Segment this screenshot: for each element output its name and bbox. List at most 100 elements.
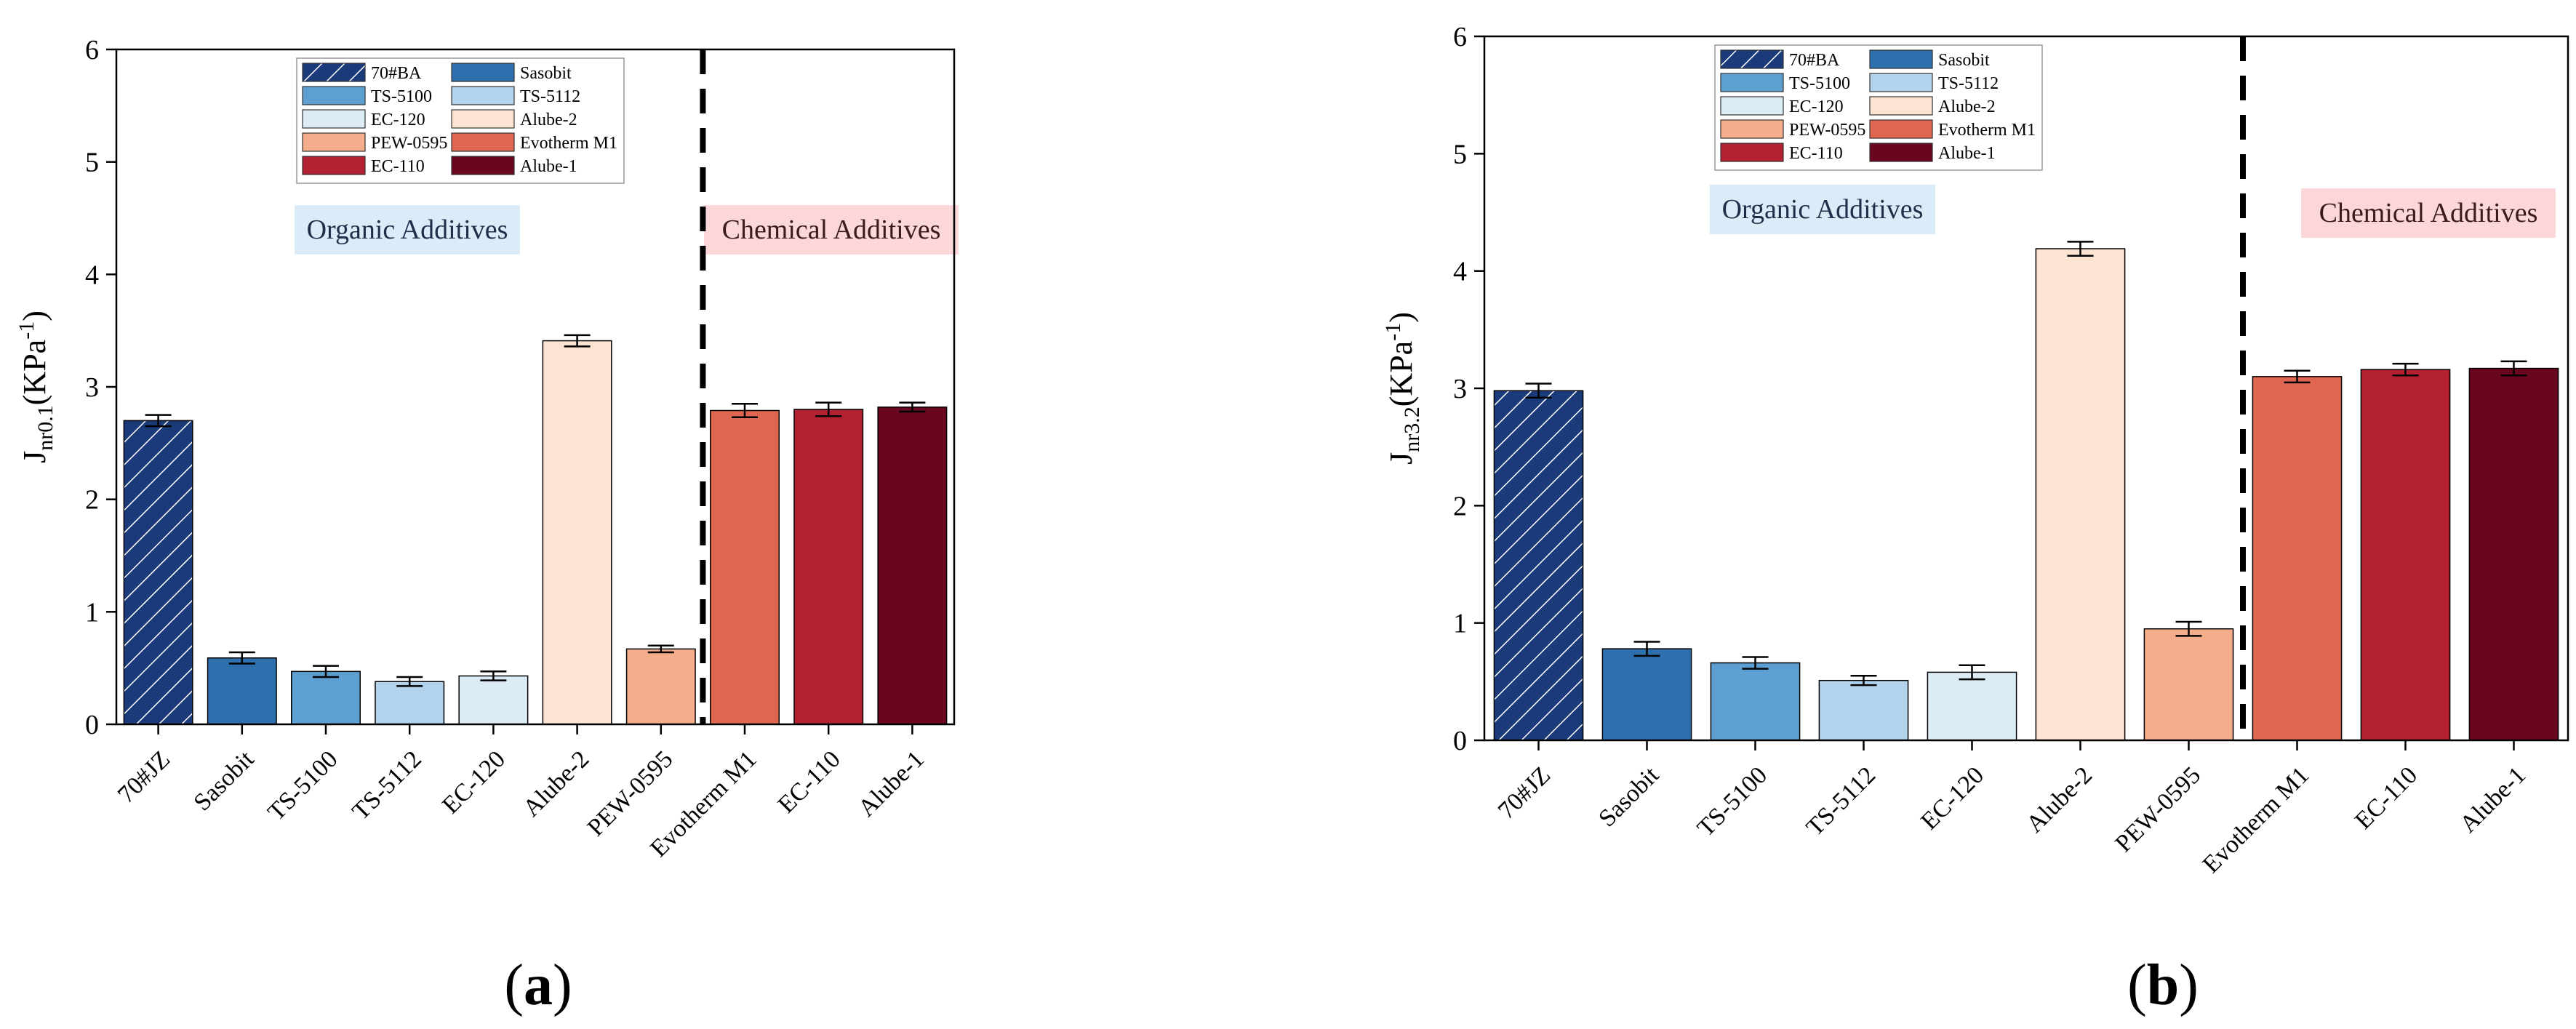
legend-label-2: TS-5100 [1789, 74, 1850, 93]
bar-b-6 [2143, 628, 2234, 741]
legend-swatch-1 [1869, 49, 1933, 69]
y-axis-label-sup: -1 [1381, 323, 1405, 341]
legend-label-0: 70#BA [1789, 51, 1840, 70]
error-bar-a-6 [647, 644, 674, 654]
x-tick-label-a-5: Alube-2 [518, 745, 594, 822]
y-axis-label-unit: (KPa [1383, 341, 1419, 407]
x-tick-label-b-9: Alube-1 [2455, 761, 2531, 838]
legend-swatch-3 [451, 86, 515, 105]
y-tick-label-a-4: 4 [85, 260, 99, 290]
bar-b-8 [2360, 369, 2451, 741]
y-axis-label-sub: nr0.1 [33, 405, 57, 451]
legend-swatch-8 [1720, 143, 1784, 162]
bar-a-8 [793, 409, 864, 725]
panel-label-a-letter: a [524, 953, 553, 1017]
panel-label-b: (b) [2090, 953, 2236, 1019]
x-tick-label-a-0: 70#JZ [113, 745, 175, 808]
bar-b-5 [2035, 248, 2126, 741]
x-tick-label-b-8: EC-110 [2350, 761, 2423, 834]
error-bar-a-0 [145, 414, 172, 428]
bar-b-3 [1818, 679, 1909, 741]
y-axis-label-main: J [17, 451, 52, 463]
legend-b: 70#BA Sasobit TS-5100 TS-5112 EC-120 Alube-2 P… [1714, 44, 2043, 171]
bar-b-7 [2252, 376, 2343, 741]
y-axis-label-a: Jnr0.1(KPa-1) [15, 311, 57, 463]
chemical-label-bg [704, 205, 959, 255]
x-tick-label-a-2: TS-5100 [263, 745, 343, 825]
legend-label-1: Sasobit [1938, 51, 1990, 70]
legend-swatch-0 [1720, 49, 1784, 69]
legend-label-4: EC-120 [1789, 97, 1844, 116]
error-bar-a-5 [564, 334, 591, 348]
x-tick-label-a-3: TS-5112 [347, 745, 426, 825]
legend-swatch-9 [451, 156, 515, 175]
legend-label-5: Alube-2 [520, 111, 577, 129]
organic-label-bg [295, 205, 520, 255]
chemical-additives-label: Chemical Additives [2301, 188, 2556, 238]
legend-label-3: TS-5112 [1938, 74, 1999, 93]
y-tick-label-a-6: 6 [85, 35, 99, 65]
legend-label-8: EC-110 [371, 157, 425, 176]
bar-b-9 [2468, 367, 2559, 741]
y-tick-label-b-1: 1 [1453, 609, 1467, 639]
bar-a-4 [458, 675, 529, 725]
error-bar-b-1 [1633, 641, 1660, 657]
chemical-additives-label: Chemical Additives [704, 205, 959, 255]
error-bar-a-9 [899, 401, 926, 413]
error-bar-b-6 [2175, 620, 2202, 637]
error-bar-a-3 [396, 676, 423, 687]
legend-swatch-2 [302, 86, 366, 105]
x-tick-label-b-6: PEW-0595 [2110, 761, 2206, 857]
y-tick-label-a-1: 1 [85, 597, 99, 628]
panel-label-b-open: ( [2127, 953, 2147, 1017]
x-tick-label-a-4: EC-120 [437, 745, 511, 819]
panel-label-b-letter: b [2146, 953, 2180, 1017]
error-bar-b-3 [1850, 675, 1877, 686]
legend-swatch-7 [451, 132, 515, 152]
y-tick-label-a-0: 0 [85, 710, 99, 740]
legend-label-6: PEW-0595 [1789, 121, 1865, 140]
x-tick-label-b-2: TS-5100 [1692, 761, 1772, 841]
organic-label-bg [1710, 185, 1935, 234]
organic-label-text: Organic Additives [307, 215, 508, 245]
y-axis-label-close: ) [1383, 312, 1419, 323]
y-tick-label-a-2: 2 [85, 485, 99, 516]
legend-swatch-5 [451, 109, 515, 129]
y-tick-label-b-4: 4 [1453, 257, 1467, 287]
chemical-label-text: Chemical Additives [722, 215, 941, 245]
x-tick-label-a-9: Alube-1 [853, 745, 929, 822]
legend-swatch-4 [1720, 96, 1784, 116]
legend-swatch-6 [302, 132, 366, 152]
legend-label-7: Evotherm M1 [1938, 121, 2036, 140]
legend-label-5: Alube-2 [1938, 97, 1996, 116]
error-bar-b-0 [1525, 383, 1552, 399]
bar-b-1 [1601, 648, 1692, 741]
y-axis-label-sub: nr3.2 [1400, 407, 1424, 452]
error-bar-a-1 [228, 651, 255, 665]
bar-a-0 [123, 420, 193, 725]
x-tick-label-a-1: Sasobit [188, 745, 259, 816]
y-tick-label-b-2: 2 [1453, 491, 1467, 521]
bar-a-1 [207, 657, 277, 725]
error-bar-b-5 [2067, 241, 2094, 257]
bar-a-7 [710, 409, 780, 725]
bar-a-3 [375, 681, 445, 725]
bar-a-9 [877, 407, 948, 725]
x-tick-label-a-8: EC-110 [773, 745, 846, 818]
legend-swatch-2 [1720, 73, 1784, 92]
error-bar-b-8 [2392, 362, 2419, 377]
bar-b-0 [1493, 390, 1584, 741]
panel-label-a: (a) [465, 953, 611, 1019]
error-bar-b-2 [1742, 656, 1769, 670]
y-tick-label-a-3: 3 [85, 372, 99, 403]
legend-label-3: TS-5112 [520, 87, 580, 106]
legend-swatch-0 [302, 63, 366, 82]
error-bar-b-9 [2500, 360, 2527, 377]
chart-b-svg: Organic Additives Chemical Additives 0 1 2 3 4… [1381, 22, 2569, 878]
legend-swatch-4 [302, 109, 366, 129]
panel-label-b-close: ) [2179, 953, 2199, 1017]
chart-panel-b: Organic Additives Chemical Additives 0 1 2 3 4… [1288, 0, 2576, 1029]
legend-swatch-6 [1720, 119, 1784, 139]
y-axis-label-close: ) [17, 311, 52, 321]
legend-swatch-5 [1869, 96, 1933, 116]
